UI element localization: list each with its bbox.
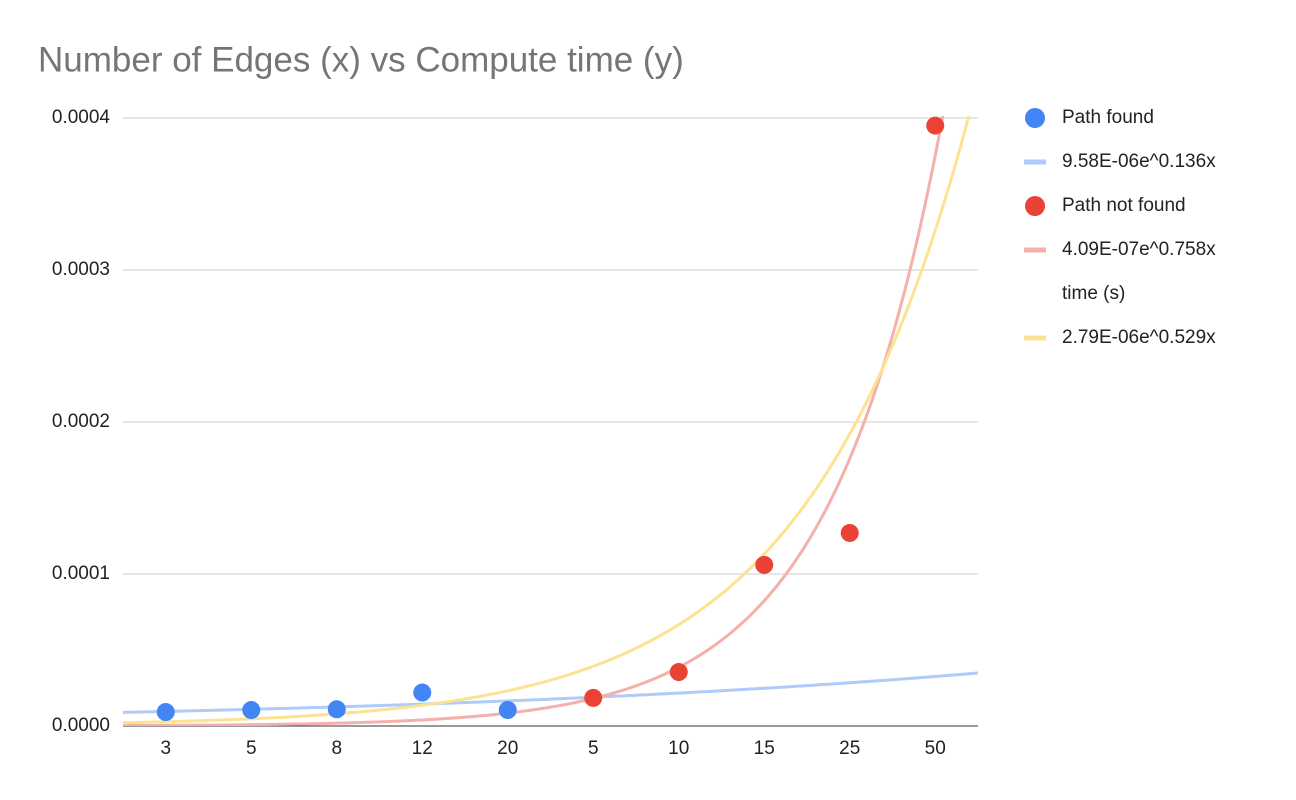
x-tick-label: 25 bbox=[839, 738, 860, 759]
point bbox=[669, 663, 688, 682]
y-tick-label: 0.0004 bbox=[52, 107, 111, 128]
point bbox=[413, 683, 432, 702]
legend-label: Path found bbox=[1062, 107, 1154, 128]
legend-label: Path not found bbox=[1062, 195, 1186, 216]
point bbox=[926, 116, 945, 135]
point bbox=[156, 703, 175, 722]
x-tick-label: 15 bbox=[754, 738, 775, 759]
x-tick-label: 20 bbox=[497, 738, 518, 759]
trendline bbox=[123, 116, 945, 726]
legend-marker bbox=[1025, 196, 1045, 216]
legend-label: 2.79E-06e^0.529x bbox=[1062, 327, 1216, 348]
x-tick-label: 8 bbox=[331, 738, 342, 759]
y-tick-label: 0.0001 bbox=[52, 563, 110, 584]
trendline bbox=[123, 116, 971, 725]
legend-label: 9.58E-06e^0.136x bbox=[1062, 151, 1216, 172]
point bbox=[242, 701, 261, 720]
legend-label: 4.09E-07e^0.758x bbox=[1062, 239, 1216, 260]
trendline bbox=[123, 671, 978, 714]
x-tick-label: 3 bbox=[160, 738, 171, 759]
point bbox=[840, 523, 859, 542]
legend-label: time (s) bbox=[1062, 283, 1125, 304]
y-tick-label: 0.0000 bbox=[52, 715, 110, 736]
point bbox=[755, 555, 774, 574]
legend-marker bbox=[1025, 108, 1045, 128]
point bbox=[498, 701, 517, 720]
y-tick-label: 0.0002 bbox=[52, 411, 110, 432]
point bbox=[584, 688, 603, 707]
point bbox=[327, 700, 346, 719]
y-tick-label: 0.0003 bbox=[52, 259, 110, 280]
plot-area bbox=[123, 116, 978, 726]
x-tick-label: 5 bbox=[588, 738, 599, 759]
x-tick-label: 10 bbox=[668, 738, 689, 759]
x-tick-label: 5 bbox=[246, 738, 257, 759]
x-tick-label: 12 bbox=[412, 738, 433, 759]
chart-title: Number of Edges (x) vs Compute time (y) bbox=[38, 40, 684, 79]
x-tick-label: 50 bbox=[925, 738, 946, 759]
